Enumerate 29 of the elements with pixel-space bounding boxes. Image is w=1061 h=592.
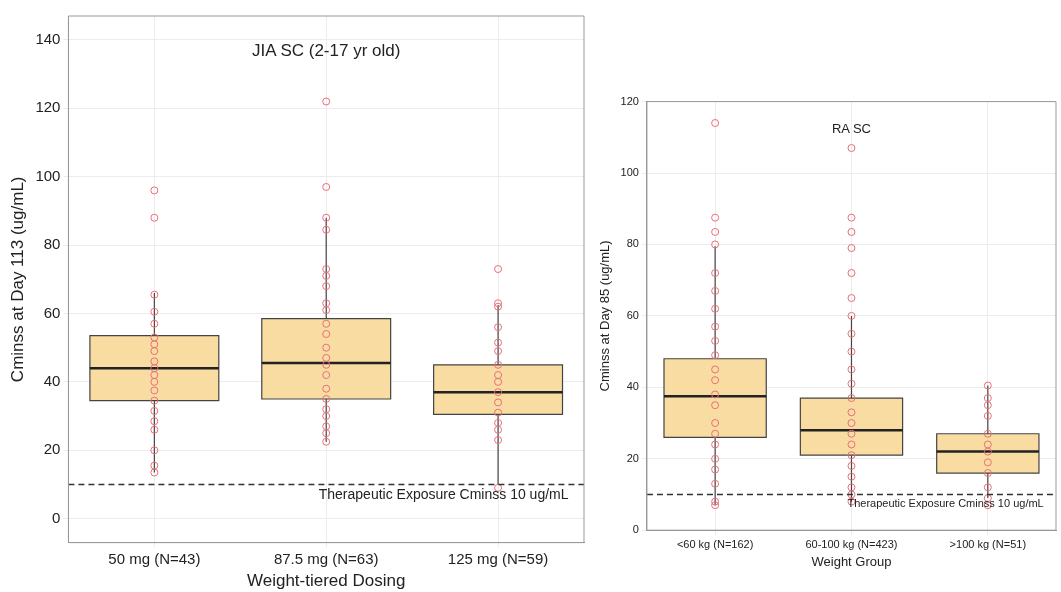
y-tick-label: 60 [626,308,639,321]
ref-line-label: Therapeutic Exposure Cminss 10 ug/mL [318,486,569,503]
ref-line-label: Therapeutic Exposure Cminss 10 ug/mL [847,497,1044,510]
y-tick-label: 140 [35,30,61,48]
x-tick-label: 87.5 mg (N=63) [273,549,379,567]
y-tick-label: 80 [626,237,639,250]
x-axis-title: Weight Group [811,553,892,569]
x-tick-label: 50 mg (N=43) [108,549,201,567]
x-axis-title: Weight-tiered Dosing [246,571,406,591]
y-tick-label: 20 [43,440,61,458]
x-tick-label: 60-100 kg (N=423) [805,537,898,550]
y-axis-title: Cminss at Day 85 (ug/mL) [597,240,613,392]
x-tick-label: >100 kg (N=51) [949,537,1027,550]
y-tick-label: 40 [43,372,61,390]
y-tick-label: 0 [52,508,61,526]
y-tick-label: 100 [620,166,639,179]
x-tick-label: <60 kg (N=162) [676,537,754,550]
y-tick-label: 120 [35,98,61,116]
y-tick-label: 0 [632,523,639,536]
y-tick-label: 60 [43,303,61,321]
y-tick-label: 20 [626,451,639,464]
text: JIA SC (2-17 yr old) [252,40,401,60]
x-tick-label: 125 mg (N=59) [447,549,549,567]
y-tick-label: 80 [43,235,61,253]
y-axis-title: Cminss at Day 113 (ug/mL) [7,176,27,383]
y-tick-label: 120 [620,94,639,107]
y-tick-label: 40 [626,380,639,393]
text: RA SC [831,121,871,137]
y-tick-label: 100 [35,166,61,184]
